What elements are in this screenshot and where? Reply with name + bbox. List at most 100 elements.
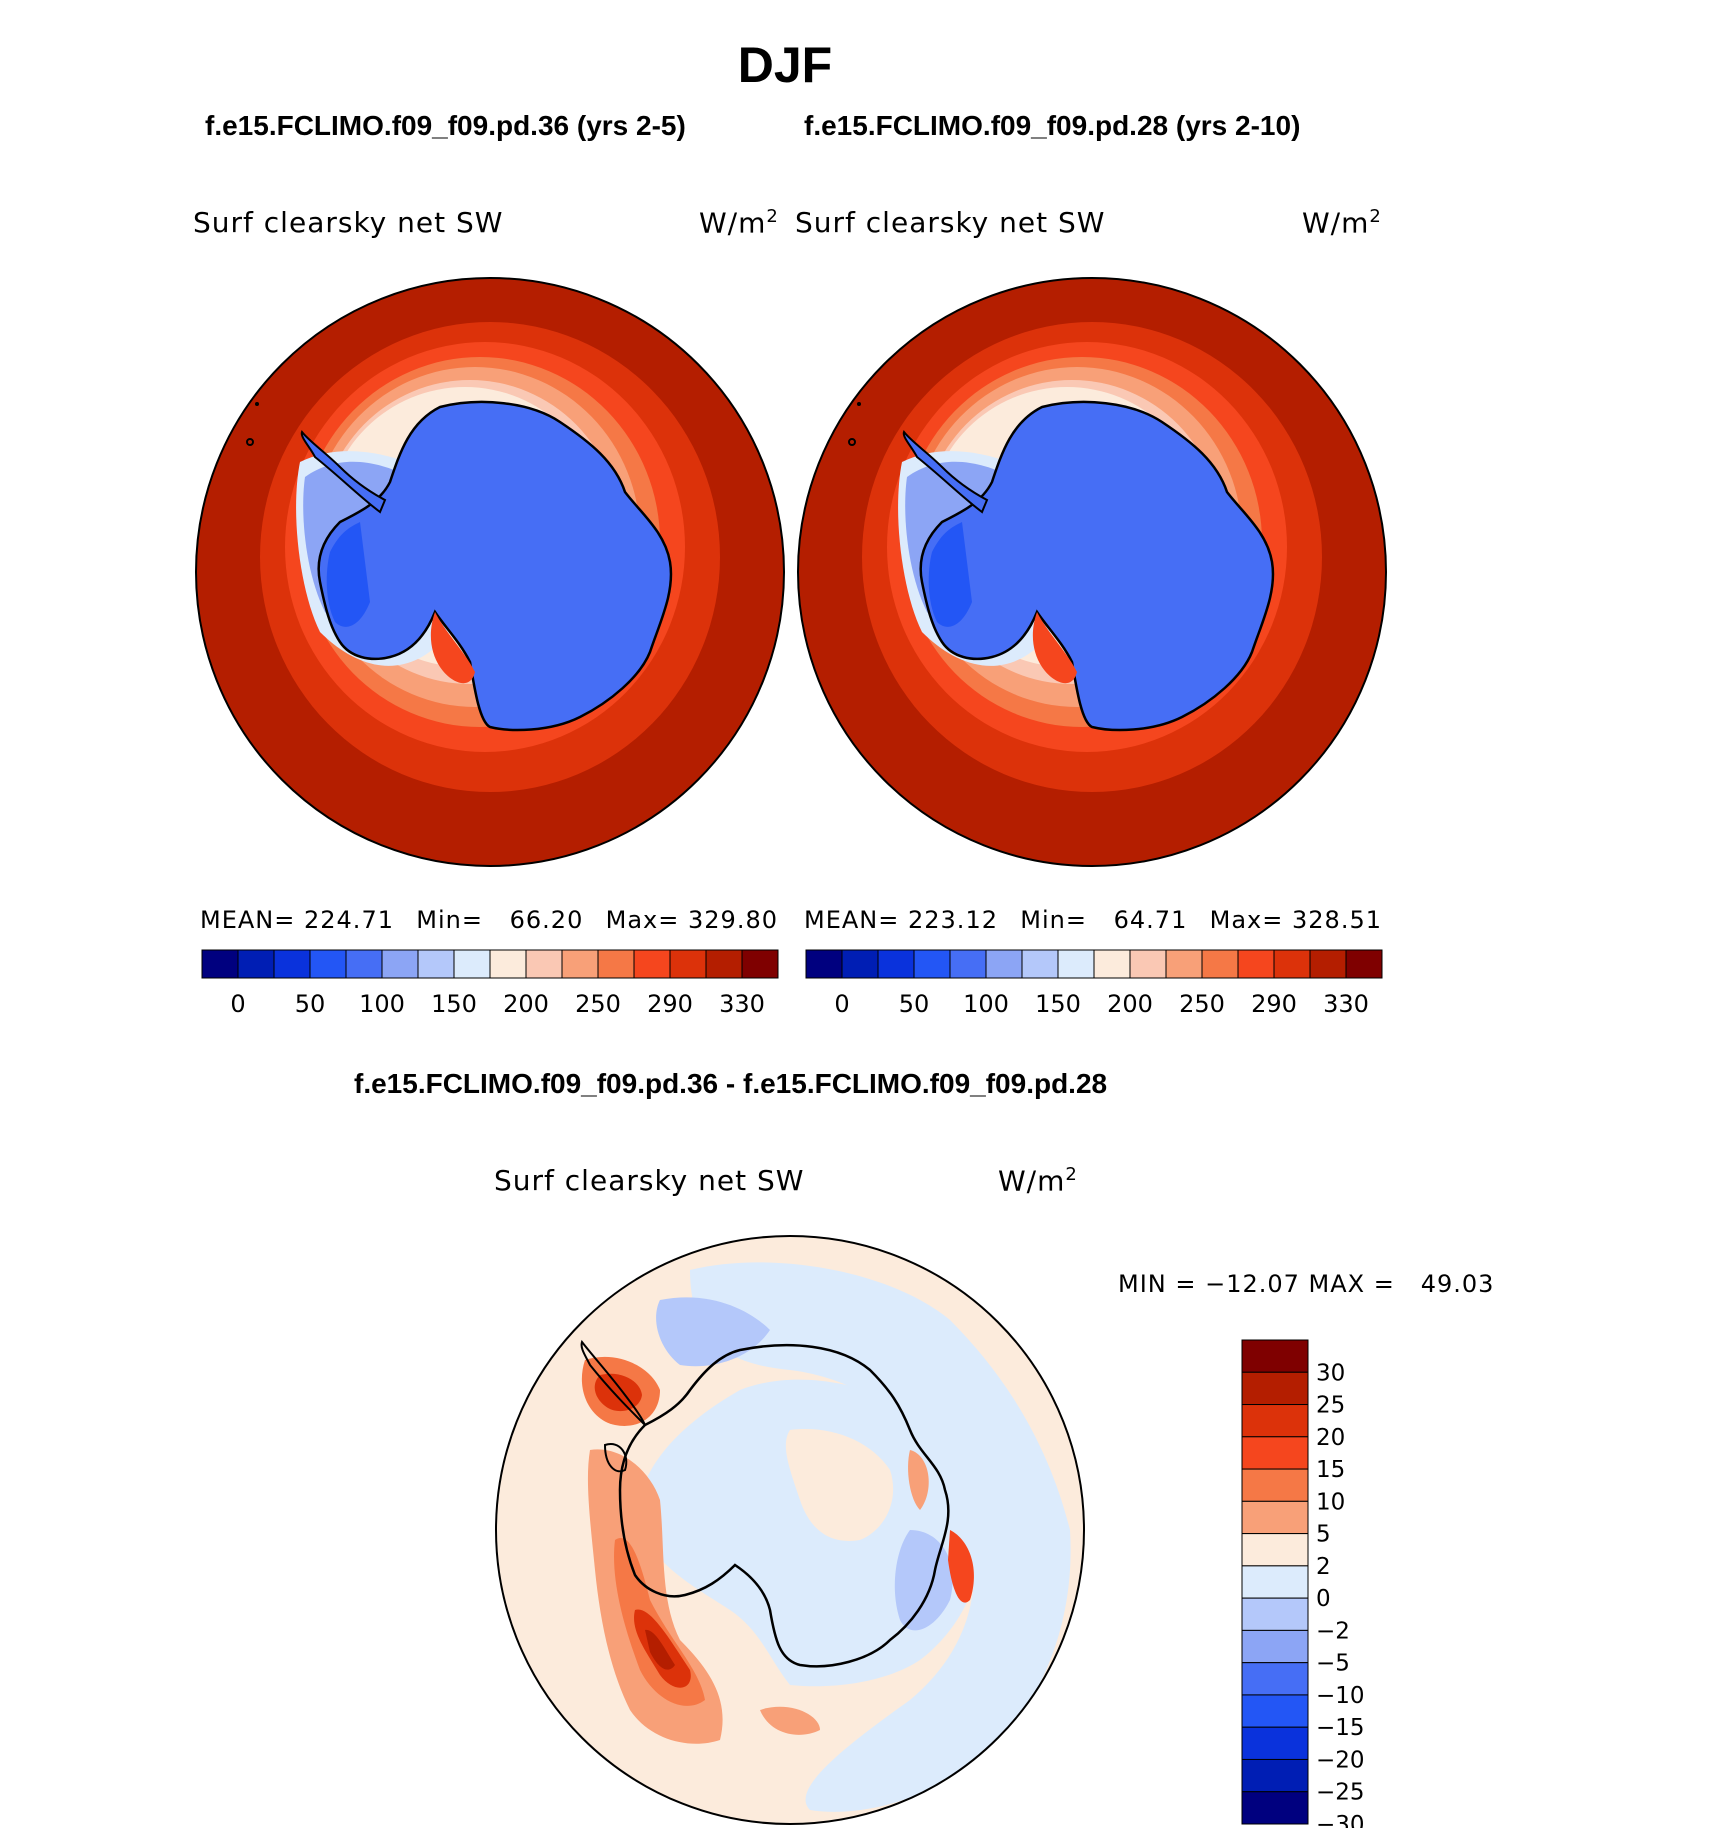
colorbar-swatch: [1241, 1500, 1309, 1535]
colorbar-label: 200: [1107, 990, 1153, 1018]
colorbar-swatch: [597, 949, 635, 979]
left-min: Min= 66.20: [416, 906, 584, 934]
right-max: Max= 328.51: [1209, 906, 1382, 934]
colorbar-swatch: [1241, 1468, 1309, 1502]
colorbar-swatch: [1237, 949, 1275, 979]
colorbar-swatch: [1241, 1694, 1309, 1728]
colorbar-swatch: [1241, 1565, 1309, 1599]
left-units-exp: 2: [766, 206, 779, 227]
left-units-label: W/m2: [699, 206, 779, 239]
colorbar-swatch: [1165, 949, 1203, 979]
colorbar-swatch: [1093, 949, 1131, 979]
colorbar-swatch: [805, 949, 843, 979]
colorbar-swatch: [309, 949, 347, 979]
colorbar-swatch: [273, 949, 311, 979]
colorbar-label: 100: [359, 990, 405, 1018]
colorbar-label: −30: [1316, 1812, 1365, 1828]
colorbar-label: 150: [431, 990, 477, 1018]
colorbar-label: 10: [1316, 1489, 1345, 1515]
right-stats: MEAN= 223.12 Min= 64.71 Max= 328.51: [804, 906, 1382, 934]
colorbar-label: 30: [1316, 1360, 1345, 1386]
colorbar-swatch: [1241, 1404, 1309, 1438]
colorbar-label: −2: [1316, 1618, 1350, 1644]
colorbar-swatch: [1241, 1436, 1309, 1470]
colorbar-swatch: [453, 949, 491, 979]
colorbar-swatch: [237, 949, 275, 979]
colorbar-label: 2: [1316, 1554, 1331, 1580]
colorbar-swatch: [1129, 949, 1167, 979]
diff-variable-label: Surf clearsky net SW: [494, 1164, 805, 1197]
colorbar-label: 5: [1316, 1522, 1331, 1548]
right-min: Min= 64.71: [1020, 906, 1188, 934]
colorbar-label: 15: [1316, 1457, 1345, 1483]
colorbar-label: 150: [1035, 990, 1081, 1018]
colorbar-swatch: [633, 949, 671, 979]
colorbar-swatch: [1021, 949, 1059, 979]
diff-units-exp: 2: [1065, 1164, 1078, 1185]
colorbar-swatch: [561, 949, 599, 979]
colorbar-swatch: [525, 949, 563, 979]
colorbar-swatch: [1241, 1726, 1309, 1760]
diff-units-text: W/m: [998, 1164, 1066, 1198]
colorbar-swatch: [1241, 1371, 1309, 1406]
colorbar-swatch: [1273, 949, 1311, 979]
colorbar-swatch: [1309, 949, 1347, 979]
colorbar-swatch: [705, 949, 743, 979]
colorbar-label: 330: [1323, 990, 1369, 1018]
panel-title-left: f.e15.FCLIMO.f09_f09.pd.36 (yrs 2-5): [205, 110, 686, 141]
colorbar-label: −15: [1316, 1715, 1365, 1741]
colorbar-label: 0: [834, 990, 849, 1018]
colorbar-swatch: [1241, 1339, 1309, 1373]
right-units-text: W/m: [1302, 206, 1370, 240]
left-map: [195, 277, 785, 867]
difference-map: [495, 1235, 1085, 1825]
colorbar-swatch: [489, 949, 527, 979]
colorbar-swatch: [201, 949, 239, 979]
season-title: DJF: [737, 37, 833, 93]
colorbar-swatch: [1241, 1533, 1309, 1567]
colorbar-swatch: [381, 949, 419, 979]
colorbar-label: 200: [503, 990, 549, 1018]
colorbar-label: 250: [575, 990, 621, 1018]
colorbar-swatch: [345, 949, 383, 979]
colorbar-swatch: [1057, 949, 1095, 979]
colorbar-label: 0: [230, 990, 245, 1018]
colorbar-label: 25: [1316, 1393, 1345, 1419]
colorbar-swatch: [913, 949, 951, 979]
colorbar-label: 290: [647, 990, 693, 1018]
colorbar-swatch: [841, 949, 879, 979]
colorbar-swatch: [985, 949, 1023, 979]
colorbar-label: 50: [295, 990, 326, 1018]
diff-minmax: MIN = −12.07 MAX = 49.03: [1118, 1270, 1495, 1298]
left-max: Max= 329.80: [605, 906, 778, 934]
colorbar-swatch: [1345, 949, 1383, 979]
colorbar-label: 50: [899, 990, 930, 1018]
diff-units-label: W/m2: [998, 1164, 1078, 1197]
colorbar-swatch: [741, 949, 779, 979]
absolute-maps: [195, 277, 1387, 867]
colorbar-label: 0: [1316, 1586, 1331, 1612]
right-variable-label: Surf clearsky net SW: [795, 206, 1106, 239]
colorbar-label: 100: [963, 990, 1009, 1018]
colorbar-label: 290: [1251, 990, 1297, 1018]
colorbar-left: 0 50 100 150 200 250 290 330: [201, 949, 779, 1018]
colorbar-swatch: [1241, 1597, 1309, 1631]
right-mean: MEAN= 223.12: [804, 906, 998, 934]
colorbar-swatch: [1241, 1791, 1309, 1825]
colorbar-label: −10: [1316, 1683, 1365, 1709]
panel-title-right: f.e15.FCLIMO.f09_f09.pd.28 (yrs 2-10): [804, 110, 1301, 141]
colorbar-right: 0 50 100 150 200 250 290 330: [805, 949, 1383, 1018]
left-units-text: W/m: [699, 206, 767, 240]
left-mean: MEAN= 224.71: [200, 906, 394, 934]
colorbar-swatch: [417, 949, 455, 979]
colorbar-label: 250: [1179, 990, 1225, 1018]
right-units-exp: 2: [1369, 206, 1382, 227]
right-map: [797, 277, 1387, 867]
right-units-label: W/m2: [1302, 206, 1382, 239]
colorbar-label: −20: [1316, 1747, 1365, 1773]
colorbar-swatch: [1241, 1662, 1309, 1696]
colorbar-swatch: [1241, 1629, 1309, 1664]
colorbar-label: 330: [719, 990, 765, 1018]
colorbar-swatch: [669, 949, 707, 979]
